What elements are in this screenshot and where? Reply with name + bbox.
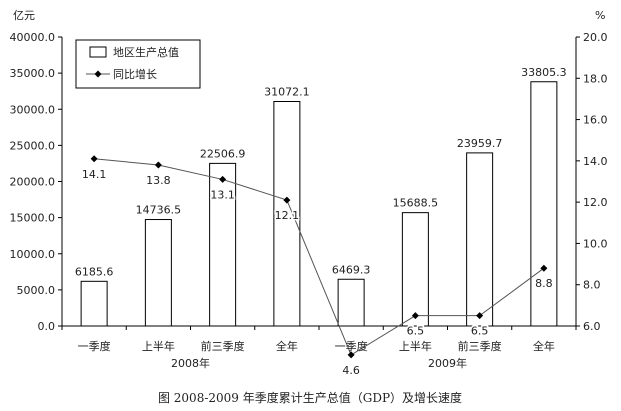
line-value-label: 8.8 <box>535 277 553 290</box>
left-tick-label: 10000.0 <box>10 248 56 261</box>
left-tick-label: 0.0 <box>38 320 56 333</box>
left-axis-unit: 亿元 <box>13 9 35 22</box>
growth-line <box>94 158 545 356</box>
bar-value-label: 14736.5 <box>136 204 182 217</box>
bar-value-label: 15688.5 <box>393 197 439 210</box>
legend-line-marker <box>94 70 102 78</box>
left-tick-label: 5000.0 <box>17 284 56 297</box>
line-point <box>540 264 548 272</box>
category-label: 前三季度 <box>458 339 502 353</box>
category-label: 全年 <box>533 339 555 353</box>
line-value-label: 12.1 <box>275 209 300 222</box>
line-value-label: 6.5 <box>471 325 489 338</box>
bar-value-label: 33805.3 <box>521 66 567 79</box>
legend-bar-swatch <box>89 46 107 58</box>
bar <box>209 162 237 327</box>
right-tick-label: 12.0 <box>583 196 608 209</box>
chart-caption: 图 2008-2009 年季度累计生产总值（GDP）及增长速度 <box>158 390 462 405</box>
line-value-label: 13.1 <box>210 188 235 201</box>
category-label: 全年 <box>276 339 298 353</box>
right-tick-label: 20.0 <box>583 31 608 44</box>
year-group-label: 2008年 <box>171 356 210 370</box>
line-value-label: 4.6 <box>342 364 360 377</box>
left-tick-label: 20000.0 <box>10 176 56 189</box>
left-tick-label: 30000.0 <box>10 103 56 116</box>
bar-value-label: 31072.1 <box>264 86 310 99</box>
right-tick-label: 16.0 <box>583 114 608 127</box>
line-point <box>411 312 419 320</box>
line-point <box>90 155 98 163</box>
line-series: 14.1 13.8 13.1 12.1 4.6 6.5 6.5 8.8 <box>80 155 554 378</box>
bar <box>466 152 494 327</box>
line-point <box>347 351 355 359</box>
bar-value-label: 23959.7 <box>457 137 503 150</box>
left-axis-ticks: 0.0 5000.0 10000.0 15000.0 20000.0 25000.0 300… <box>10 31 62 333</box>
legend: 地区生产总值 同比增长 <box>75 39 201 89</box>
right-tick-label: 8.0 <box>583 279 601 292</box>
bar-series: 6185.6 14736.5 22506.9 31072.1 6469.3 15688.5… <box>75 66 567 327</box>
line-value-label: 14.1 <box>82 168 107 181</box>
right-tick-label: 10.0 <box>583 237 608 250</box>
bar-value-label: 22506.9 <box>200 147 246 160</box>
bar <box>80 280 108 327</box>
left-tick-label: 35000.0 <box>10 67 56 80</box>
x-axis-ticks <box>61 326 577 330</box>
line-value-label: 13.8 <box>146 174 171 187</box>
line-value-label: 6.5 <box>407 325 425 338</box>
category-label: 上半年 <box>399 339 432 353</box>
category-labels: 一季度 上半年 前三季度 全年 一季度 上半年 前三季度 全年 <box>78 339 555 353</box>
bar <box>530 81 558 327</box>
right-tick-label: 6.0 <box>583 320 601 333</box>
left-tick-label: 15000.0 <box>10 212 56 225</box>
right-tick-label: 18.0 <box>583 72 608 85</box>
legend-bar-label: 地区生产总值 <box>113 45 179 59</box>
bar <box>273 101 301 327</box>
left-tick-label: 25000.0 <box>10 139 56 152</box>
line-point <box>154 161 162 169</box>
bar <box>144 219 172 327</box>
category-label: 一季度 <box>335 339 368 353</box>
year-group-label: 2009年 <box>428 356 467 370</box>
bar-value-label: 6469.3 <box>332 263 371 276</box>
category-label: 一季度 <box>78 339 111 353</box>
right-axis-unit: % <box>595 9 605 22</box>
left-tick-label: 40000.0 <box>10 31 56 44</box>
year-group-labels: 2008年 2009年 <box>171 356 467 370</box>
line-point <box>476 312 484 320</box>
line-point <box>283 196 291 204</box>
category-label: 前三季度 <box>201 339 245 353</box>
legend-line-label: 同比增长 <box>113 67 157 81</box>
right-tick-label: 14.0 <box>583 155 608 168</box>
right-axis-ticks: 6.0 8.0 10.0 12.0 14.0 16.0 18.0 20.0 <box>576 31 608 333</box>
bar <box>401 212 429 327</box>
line-point <box>219 175 227 183</box>
bar-value-label: 6185.6 <box>75 265 114 278</box>
category-label: 上半年 <box>142 339 175 353</box>
bar <box>337 278 365 327</box>
